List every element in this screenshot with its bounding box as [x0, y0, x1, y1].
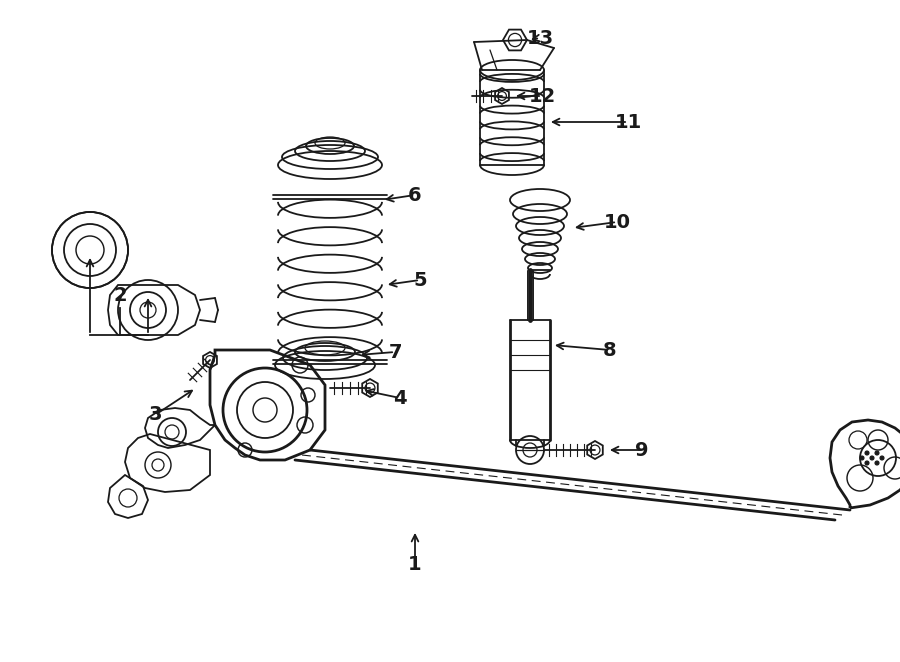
Circle shape	[870, 456, 874, 460]
Text: 12: 12	[528, 87, 555, 105]
Text: 13: 13	[526, 28, 554, 48]
Text: 5: 5	[413, 271, 427, 289]
Text: 11: 11	[615, 113, 642, 132]
Circle shape	[880, 456, 884, 460]
Text: 1: 1	[409, 555, 422, 575]
Text: 2: 2	[113, 285, 127, 305]
Text: 10: 10	[604, 213, 631, 232]
Circle shape	[875, 451, 879, 455]
Text: 4: 4	[393, 389, 407, 408]
Text: 9: 9	[635, 440, 649, 459]
Text: 8: 8	[603, 340, 616, 359]
Circle shape	[860, 456, 864, 460]
Circle shape	[875, 461, 879, 465]
Circle shape	[865, 461, 869, 465]
Text: 6: 6	[409, 185, 422, 205]
Text: 3: 3	[148, 406, 162, 424]
Circle shape	[865, 451, 869, 455]
Text: 7: 7	[388, 342, 401, 361]
